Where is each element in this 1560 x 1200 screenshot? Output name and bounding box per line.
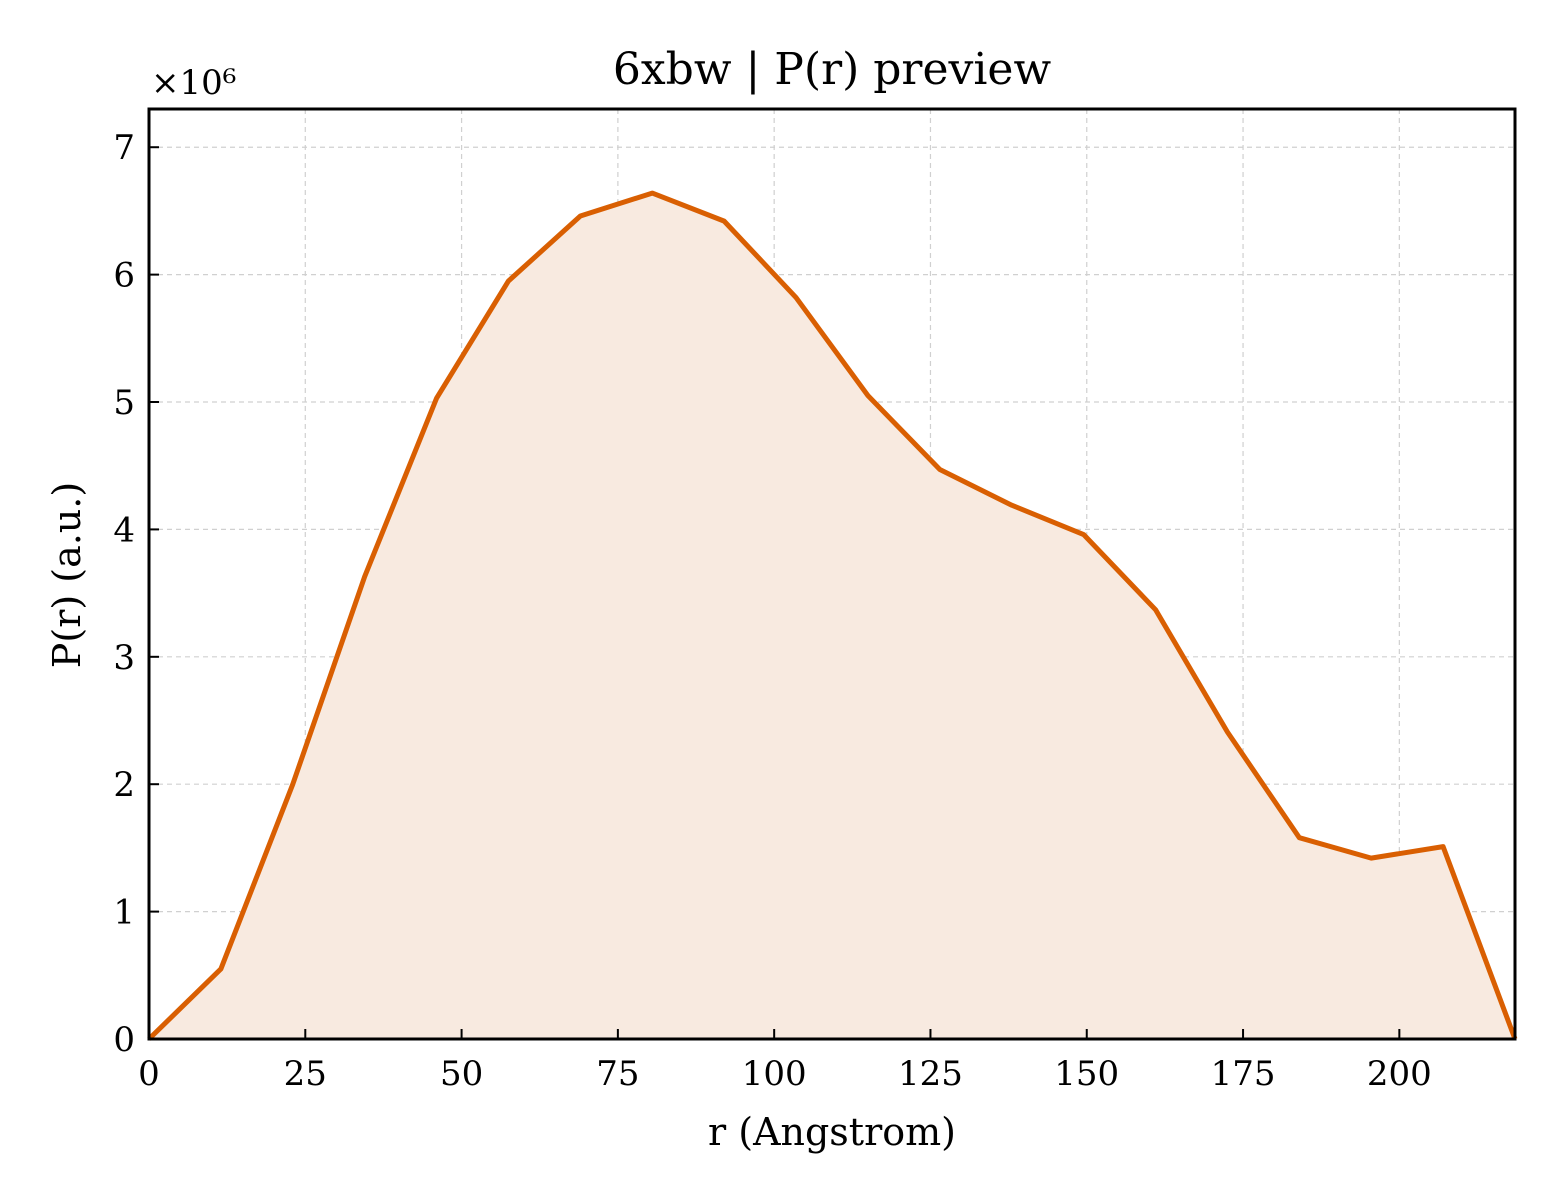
x-tick-label: 50 [440,1054,483,1094]
y-tick-label: 0 [113,1020,135,1060]
x-axis-label: r (Angstrom) [708,1110,956,1154]
x-tick-label: 75 [596,1054,639,1094]
x-tick-label: 100 [742,1054,807,1094]
y-tick-label: 3 [113,638,135,678]
y-axis-label: P(r) (a.u.) [45,482,89,668]
y-tick-label: 2 [113,765,135,805]
y-tick-label: 7 [113,128,135,168]
y-tick-label: 5 [113,383,135,423]
plot-frame [147,107,1517,1041]
axis-ticks: 0 25 50 75 100 125 150 175 200 0 1 2 3 4 5 6 7 [113,128,1431,1094]
x-tick-label: 150 [1054,1054,1119,1094]
x-tick-label: 175 [1211,1054,1276,1094]
chart-title: 6xbw | P(r) preview [613,44,1052,95]
pr-series-line [147,190,1518,1041]
y-tick-label: 4 [113,510,135,550]
x-tick-label: 125 [898,1054,963,1094]
pr-area-fill [149,193,1515,1039]
y-tick-label: 6 [113,256,135,296]
x-tick-label: 25 [284,1054,327,1094]
x-tick-label: 0 [138,1054,160,1094]
x-tick-label: 200 [1367,1054,1432,1094]
y-tick-label: 1 [113,893,135,933]
y-multiplier-label: ×10⁶ [151,63,236,103]
